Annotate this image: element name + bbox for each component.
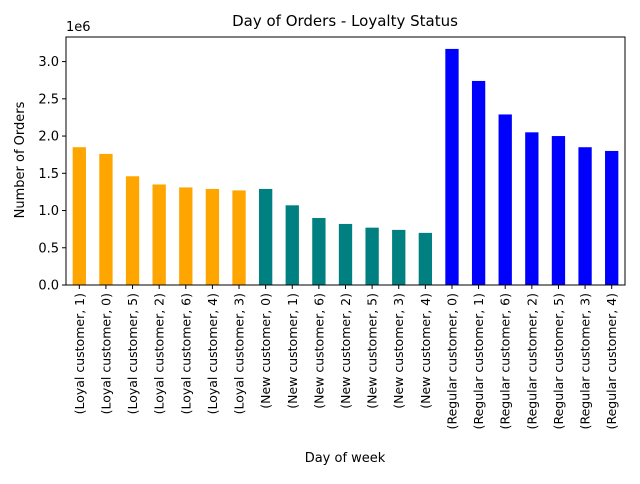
- bar: [471, 80, 486, 285]
- x-tick-label: (New customer, 4): [418, 293, 433, 409]
- bar: [578, 147, 592, 285]
- bar: [312, 217, 326, 285]
- x-tick-label: (Regular customer, 4): [604, 293, 619, 429]
- y-tick-label: 0.5: [38, 241, 59, 256]
- x-tick-label: (Loyal customer, 5): [125, 293, 140, 414]
- x-tick-label: (Loyal customer, 0): [98, 293, 113, 414]
- x-axis-label: Day of week: [305, 451, 386, 466]
- bar: [525, 132, 539, 285]
- bar: [179, 187, 193, 285]
- x-tick-label: (Loyal customer, 3): [232, 293, 247, 414]
- y-tick-label: 1.5: [38, 167, 59, 182]
- bar: [99, 153, 113, 285]
- plot-frame: [65, 36, 626, 286]
- y-tick-label: 3.0: [38, 55, 59, 70]
- x-tick-label: (Regular customer, 2): [524, 293, 539, 429]
- x-tick-label: (Regular customer, 1): [471, 293, 486, 429]
- y-tick-label: 1.0: [38, 204, 59, 219]
- bar: [232, 190, 246, 285]
- x-tick-label: (New customer, 1): [285, 293, 300, 409]
- x-tick-label: (Loyal customer, 1): [72, 293, 87, 414]
- bar: [605, 150, 619, 285]
- x-tick-label: (New customer, 6): [311, 293, 326, 409]
- chart-title: Day of Orders - Loyalty Status: [232, 12, 458, 30]
- x-tick-label: (New customer, 2): [338, 293, 353, 409]
- x-tick-label: (Regular customer, 5): [551, 293, 566, 429]
- x-tick-label: (Loyal customer, 2): [152, 293, 167, 414]
- bars-group: [72, 48, 619, 285]
- bar: [392, 229, 406, 285]
- x-tick-label: (New customer, 0): [258, 293, 273, 409]
- y-tick-label: 0.0: [38, 279, 59, 294]
- x-axis: (Loyal customer, 1) (Loyal customer, 0) (L…: [72, 285, 619, 429]
- x-tick-label: (Loyal customer, 6): [178, 293, 193, 414]
- bar: [285, 205, 299, 285]
- bar: [258, 188, 273, 285]
- bar: [498, 114, 512, 285]
- bar: [152, 184, 166, 285]
- x-tick-label: (Regular customer, 6): [498, 293, 513, 429]
- y-axis-label: Number of Orders: [13, 101, 28, 218]
- bar: [125, 176, 140, 285]
- y-axis: 0.0 0.5 1.0 1.5 2.0 2.5 3.0: [38, 55, 66, 294]
- bar: [205, 188, 220, 285]
- x-tick-label: (Regular customer, 0): [444, 293, 459, 429]
- y-tick-label: 2.5: [38, 92, 59, 107]
- bar: [72, 147, 86, 285]
- y-scale-label: 1e6: [66, 20, 91, 35]
- bar: [338, 223, 353, 285]
- x-tick-label: (Loyal customer, 4): [205, 293, 220, 414]
- bar: [551, 136, 566, 285]
- bar: [365, 227, 379, 285]
- bar: [418, 232, 433, 285]
- x-tick-label: (New customer, 3): [391, 293, 406, 409]
- y-tick-label: 2.0: [38, 130, 59, 145]
- x-tick-label: (Regular customer, 3): [578, 293, 593, 429]
- bar: [445, 48, 459, 285]
- x-tick-label: (New customer, 5): [365, 293, 380, 409]
